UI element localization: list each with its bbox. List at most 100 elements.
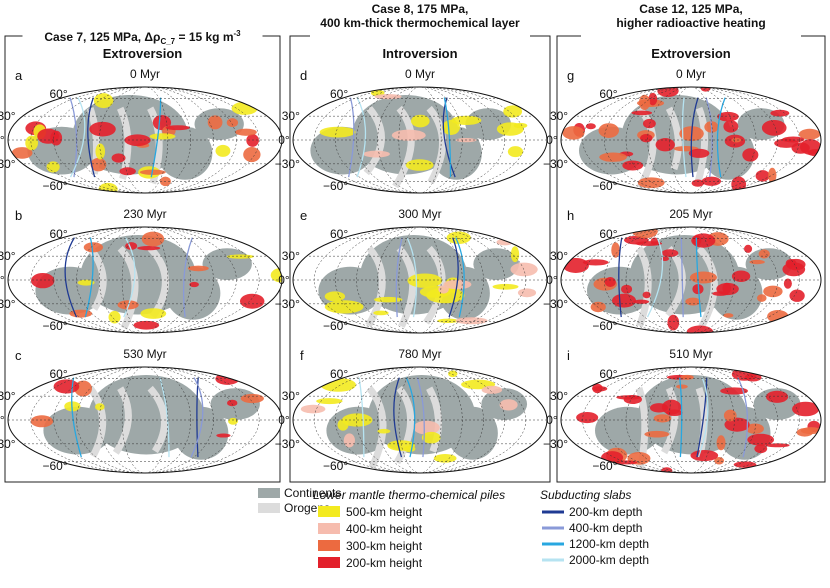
title-part: Case 7, 125 MPa, Δρ bbox=[44, 30, 160, 44]
lat-label: −30° bbox=[543, 437, 568, 451]
map-outline bbox=[292, 226, 548, 334]
slab bbox=[681, 97, 687, 178]
pile bbox=[631, 110, 653, 116]
pile bbox=[510, 246, 520, 263]
pile bbox=[46, 161, 60, 173]
pile bbox=[691, 233, 716, 248]
map bbox=[293, 87, 547, 193]
pile bbox=[747, 433, 775, 446]
panel-letter: b bbox=[15, 208, 22, 223]
lat-label: −60° bbox=[323, 179, 348, 193]
orogen bbox=[693, 106, 709, 187]
meridian bbox=[335, 227, 505, 333]
pile bbox=[510, 262, 538, 277]
pile bbox=[226, 118, 239, 128]
pile bbox=[216, 433, 231, 438]
pile bbox=[421, 431, 441, 444]
map-outline bbox=[292, 86, 548, 194]
lat-label: 30° bbox=[282, 109, 300, 123]
pile bbox=[562, 126, 585, 140]
pile bbox=[89, 121, 116, 137]
pile bbox=[319, 126, 356, 138]
pile bbox=[442, 119, 460, 135]
map bbox=[293, 367, 547, 473]
slab bbox=[358, 377, 365, 458]
legend-label: 1200-km depth bbox=[569, 537, 649, 551]
slab bbox=[69, 97, 86, 178]
meridian bbox=[99, 227, 191, 333]
legend-swatch bbox=[318, 540, 340, 551]
column-subtitle: Extroversion bbox=[651, 46, 731, 61]
map bbox=[293, 227, 547, 333]
title-bg bbox=[22, 28, 263, 44]
slab bbox=[697, 377, 709, 458]
pile bbox=[300, 404, 326, 414]
meridian bbox=[30, 87, 260, 193]
title-bg bbox=[310, 14, 530, 42]
pile bbox=[69, 309, 93, 318]
lat-label: 0° bbox=[546, 133, 558, 147]
pile bbox=[598, 123, 619, 138]
pile bbox=[744, 244, 753, 253]
pile bbox=[637, 177, 665, 189]
pile bbox=[324, 300, 364, 314]
slab bbox=[395, 237, 403, 318]
legend-label: Continents bbox=[284, 486, 341, 500]
lat-label: 0° bbox=[0, 273, 5, 287]
pile bbox=[701, 176, 722, 186]
slab bbox=[406, 237, 418, 318]
lat-label: 30° bbox=[282, 389, 300, 403]
meridian bbox=[121, 87, 169, 193]
pile bbox=[499, 399, 518, 411]
title-part: -3 bbox=[234, 29, 242, 38]
pile bbox=[770, 109, 790, 117]
pile bbox=[226, 399, 238, 407]
pile bbox=[666, 409, 683, 417]
pile bbox=[496, 238, 514, 246]
panel-letter: i bbox=[567, 348, 570, 363]
panel-time: 230 Myr bbox=[123, 207, 166, 221]
pile bbox=[661, 467, 673, 473]
lat-label: 30° bbox=[282, 249, 300, 263]
column-title: higher radioactive heating bbox=[616, 16, 765, 30]
pile bbox=[11, 147, 33, 159]
pile bbox=[189, 281, 199, 288]
pile bbox=[783, 278, 792, 289]
pile bbox=[642, 118, 656, 129]
slab bbox=[695, 237, 702, 318]
orogen bbox=[147, 385, 169, 454]
pile bbox=[25, 135, 39, 151]
panel-time: 205 Myr bbox=[669, 207, 712, 221]
pile bbox=[611, 242, 620, 258]
pile bbox=[691, 179, 705, 187]
lat-label: 0° bbox=[546, 273, 558, 287]
lat-label: 30° bbox=[550, 249, 568, 263]
orogen bbox=[426, 386, 442, 453]
pile bbox=[363, 150, 390, 158]
lat-label: 0° bbox=[278, 133, 290, 147]
legend-label: 2000-km depth bbox=[569, 553, 649, 567]
map-outline bbox=[560, 366, 822, 474]
pile bbox=[140, 308, 167, 319]
meridian bbox=[335, 367, 505, 473]
map-outline bbox=[560, 86, 822, 194]
continent bbox=[310, 126, 374, 175]
column-title: Case 7, 125 MPa, ΔρC_7 = 15 kg m-3 bbox=[44, 29, 241, 46]
slab bbox=[356, 97, 367, 178]
pile bbox=[731, 137, 742, 143]
pile bbox=[717, 111, 739, 122]
map bbox=[561, 227, 821, 333]
lat-label: 60° bbox=[330, 227, 348, 241]
meridian bbox=[669, 87, 713, 193]
slab bbox=[690, 97, 699, 178]
map-outline bbox=[7, 86, 283, 194]
pile bbox=[507, 146, 524, 158]
pile bbox=[754, 444, 768, 454]
pile bbox=[642, 291, 651, 299]
pile bbox=[437, 318, 459, 324]
slab bbox=[405, 377, 416, 458]
slab bbox=[182, 237, 193, 318]
panel-time: 510 Myr bbox=[669, 347, 712, 361]
slab bbox=[190, 377, 204, 458]
slab bbox=[159, 377, 170, 458]
